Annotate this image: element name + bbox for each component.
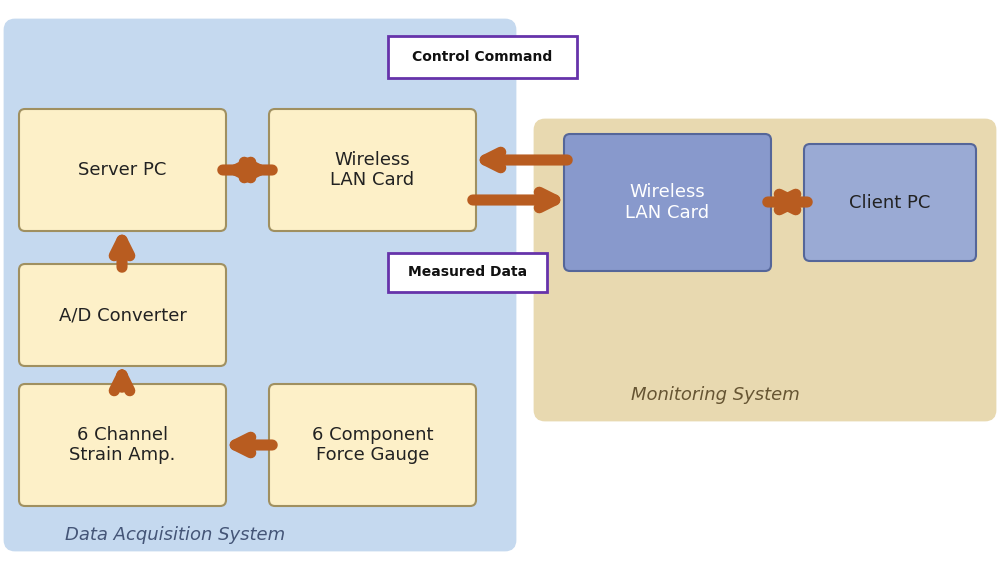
FancyBboxPatch shape [19, 384, 226, 506]
Text: 6 Component
Force Gauge: 6 Component Force Gauge [312, 426, 433, 464]
Text: 6 Channel
Strain Amp.: 6 Channel Strain Amp. [69, 426, 176, 464]
FancyBboxPatch shape [19, 264, 226, 366]
Text: Wireless
LAN Card: Wireless LAN Card [330, 150, 414, 189]
Text: Control Command: Control Command [412, 50, 552, 64]
FancyBboxPatch shape [564, 134, 770, 271]
Text: A/D Converter: A/D Converter [58, 306, 187, 324]
Text: Data Acquisition System: Data Acquisition System [65, 526, 285, 544]
Text: Measured Data: Measured Data [407, 265, 527, 280]
Text: Monitoring System: Monitoring System [630, 386, 798, 404]
FancyBboxPatch shape [535, 120, 994, 420]
FancyBboxPatch shape [19, 109, 226, 231]
Text: Server PC: Server PC [78, 161, 166, 179]
Text: Client PC: Client PC [849, 193, 930, 212]
FancyBboxPatch shape [5, 20, 515, 550]
FancyBboxPatch shape [387, 36, 577, 78]
FancyBboxPatch shape [269, 384, 475, 506]
FancyBboxPatch shape [269, 109, 475, 231]
FancyBboxPatch shape [387, 253, 547, 292]
Text: Wireless
LAN Card: Wireless LAN Card [625, 183, 709, 222]
FancyBboxPatch shape [803, 144, 975, 261]
